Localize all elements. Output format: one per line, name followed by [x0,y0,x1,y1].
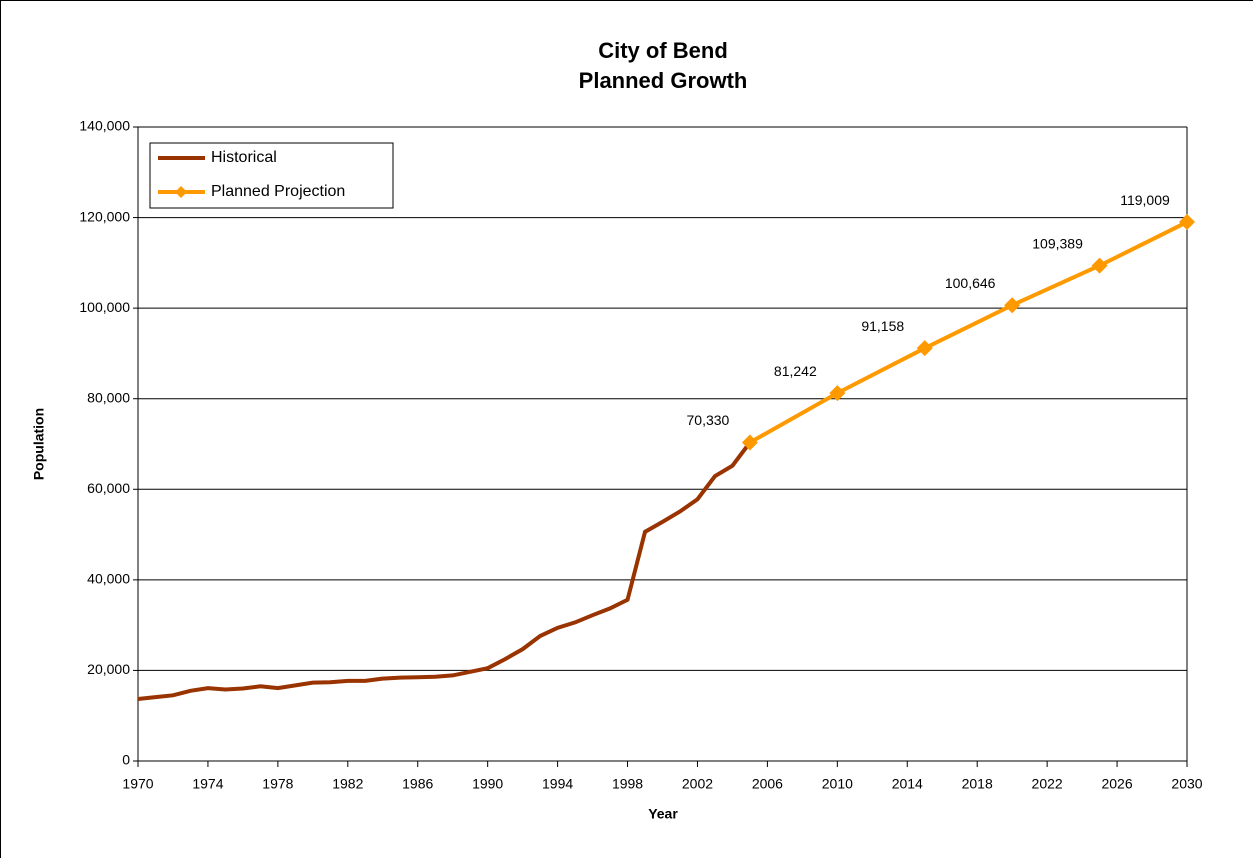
legend-label: Historical [211,149,277,166]
y-tick-label: 0 [122,752,130,768]
x-tick-label: 1970 [122,776,153,792]
x-tick-label: 1974 [192,776,223,792]
x-tick-label: 1994 [542,776,573,792]
x-tick-label: 2002 [682,776,713,792]
y-tick-label: 20,000 [87,661,130,677]
x-tick-label: 1986 [402,776,433,792]
x-tick-label: 2014 [892,776,923,792]
y-tick-label: 100,000 [79,299,130,315]
x-tick-label: 2026 [1101,776,1132,792]
x-tick-label: 1978 [262,776,293,792]
y-tick-label: 40,000 [87,571,130,587]
data-label: 109,389 [1032,235,1083,251]
x-tick-label: 2006 [752,776,783,792]
chart-title: City of Bend [598,38,728,63]
x-tick-label: 2018 [962,776,993,792]
marker [917,340,933,356]
data-label: 70,330 [687,412,730,428]
x-tick-label: 1990 [472,776,503,792]
series-line [750,222,1187,442]
y-tick-label: 120,000 [79,208,130,224]
marker [1004,297,1020,313]
x-tick-label: 1998 [612,776,643,792]
series-line [138,443,750,699]
data-label: 119,009 [1120,192,1170,208]
data-label: 100,646 [945,275,996,291]
x-tick-label: 2022 [1032,776,1063,792]
y-tick-label: 80,000 [87,389,130,405]
data-label: 91,158 [861,318,904,334]
y-tick-label: 140,000 [79,118,130,134]
x-axis-label: Year [648,806,678,822]
marker [1092,258,1108,274]
chart-title: Planned Growth [579,68,748,93]
y-axis-label: Population [31,408,47,480]
data-label: 81,242 [774,363,817,379]
x-tick-label: 2030 [1171,776,1202,792]
x-tick-label: 2010 [822,776,853,792]
marker [1179,214,1195,230]
legend-label: Planned Projection [211,183,345,200]
x-tick-label: 1982 [332,776,363,792]
y-tick-label: 60,000 [87,480,130,496]
